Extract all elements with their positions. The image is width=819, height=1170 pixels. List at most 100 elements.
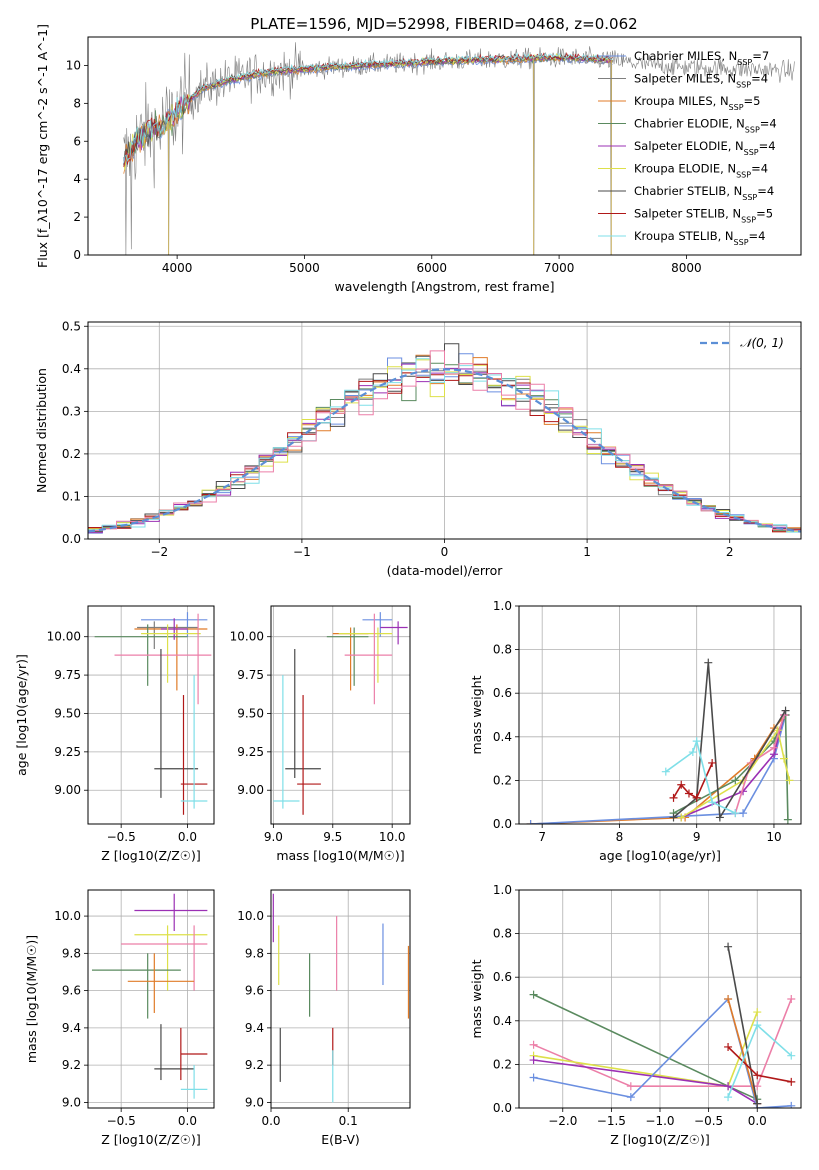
x-tick-label: 0 [441,545,449,559]
model-spectrum-line [123,56,613,168]
y-tick-label: 1.0 [493,599,512,613]
x-tick-label: 9 [693,830,701,844]
weight-marker [783,815,792,824]
panel-weight_vs_Z: −2.0 −1.5 −1.0 −0.5 0.0 0.0 0.2 0.4 0.6 0.8 1.0 Z [… [469,883,802,1147]
y-tick-label: 9.4 [62,1021,81,1035]
weight-marker [692,737,701,746]
y-tick-label: 9.0 [62,1095,81,1109]
legend-label: Salpeter STELIB, NSSP=5 [634,207,773,225]
y-tick-label: 10.00 [47,630,81,644]
normal-curve-line [88,368,801,533]
panel-weight_vs_age: 7 8 9 10 0.0 0.2 0.4 0.6 0.8 1.0 age [log10(age/yr… [469,599,802,863]
x-tick-label: 8 [616,830,624,844]
x-axis-label: age [log10(age/yr)] [599,848,721,863]
model-spectrum-line [123,53,613,166]
x-tick-label: −1.0 [645,1114,674,1128]
x-axis-label: mass [log10(M/M☉)] [276,848,404,863]
plot-area [529,942,796,1108]
x-tick-label: 10.0 [379,830,406,844]
legend-label: 𝒩(0, 1) [740,336,784,350]
y-tick-label: 9.8 [62,946,81,960]
model-spectrum-line [123,52,613,168]
x-tick-label: −2.0 [548,1114,577,1128]
plot-area [526,658,794,824]
y-tick-label: 0.8 [493,643,512,657]
weight-line [533,998,793,1087]
weight-marker [708,798,717,807]
weight-marker [753,1099,762,1108]
y-tick-label: 9.50 [237,706,264,720]
y-tick-label: 9.0 [245,1095,264,1109]
y-tick-label: 9.25 [237,745,264,759]
x-tick-label: 7000 [544,261,575,275]
plot-area [91,893,208,1099]
y-tick-label: 9.00 [54,783,81,797]
panel-mass_vs_Z: −0.5 0.0 9.0 9.2 9.4 9.6 9.8 10.0 Z [log10(Z/Z☉)… [24,889,215,1147]
legend-label: Chabrier STELIB, NSSP=4 [634,184,774,202]
axes-frame [87,605,215,825]
y-tick-label: 0.4 [493,1014,512,1028]
x-tick-label: 10 [766,830,781,844]
panel-spectrum: 4000 5000 6000 7000 8000 0 2 4 6 8 10 wavelength [A… [35,24,802,294]
weight-marker [669,813,678,822]
panel-ebv: 0.0 0.1 9.0 9.2 9.4 9.6 9.8 10.0 E(B-V) [237,889,411,1147]
weight-marker [785,776,794,785]
y-tick-label: 1.0 [493,883,512,897]
y-tick-label: 0.0 [62,532,81,546]
y-axis-label: mass weight [469,959,484,1038]
weight-marker [669,793,678,802]
plot-area [272,893,410,1103]
x-tick-label: 0.1 [339,1114,358,1128]
weight-marker [715,813,724,822]
histogram-step [88,358,801,533]
histogram-step [88,350,801,532]
x-tick-label: −1 [293,545,311,559]
weight-marker [677,780,686,789]
x-axis-label: Z [log10(Z/Z☉)] [101,1132,201,1147]
y-tick-label: 0 [73,248,81,262]
weight-marker [526,820,535,824]
weight-marker [731,776,740,785]
plot-area [123,42,795,255]
x-tick-label: 9.5 [323,830,342,844]
y-tick-label: 9.25 [54,745,81,759]
model-spectrum-line [123,52,613,171]
y-tick-label: 0.1 [62,489,81,503]
weight-marker [787,1101,796,1108]
y-axis-label: Flux [f_λ10^-17 erg cm^-2 s^-1 A^-1] [35,24,50,268]
weight-marker [529,1056,538,1065]
y-tick-label: 6 [73,134,81,148]
panel-age_vs_mass: 9.0 9.5 10.0 9.00 9.25 9.50 9.75 10.00 mass [log… [230,605,411,863]
y-axis-label: Normed distribution [34,368,49,493]
x-tick-label: 7 [538,830,546,844]
y-tick-label: 0.4 [62,362,81,376]
model-spectrum-line [123,54,613,164]
weight-marker [529,1040,538,1049]
x-tick-label: 8000 [671,261,702,275]
x-axis-label: E(B-V) [321,1132,360,1147]
weight-marker [708,758,717,767]
panel-residuals: −2 −1 0 1 2 0.0 0.1 0.2 0.3 0.4 0.5 (data-model)/er… [34,319,802,578]
weight-line [727,998,758,1104]
y-tick-label: 9.2 [62,1058,81,1072]
y-tick-label: 10.0 [237,909,264,923]
x-tick-label: 0.0 [178,1114,197,1128]
legend-label: Chabrier ELODIE, NSSP=4 [634,117,777,135]
y-tick-label: 0.6 [493,686,512,700]
y-tick-label: 9.8 [245,946,264,960]
weight-marker [781,706,790,715]
plot-area [273,612,408,815]
y-tick-label: 9.6 [62,984,81,998]
weight-marker [753,1071,762,1080]
y-tick-label: 10 [66,58,81,72]
y-tick-label: 0.0 [493,1101,512,1115]
y-tick-label: 10.00 [230,630,264,644]
y-tick-label: 0.8 [493,927,512,941]
y-tick-label: 9.2 [245,1058,264,1072]
weight-marker [739,809,748,818]
x-axis-label: Z [log10(Z/Z☉)] [610,1132,710,1147]
weight-marker [724,942,733,951]
y-tick-label: 0.5 [62,319,81,333]
x-axis-label: Z [log10(Z/Z☉)] [101,848,201,863]
weight-marker [724,995,733,1003]
